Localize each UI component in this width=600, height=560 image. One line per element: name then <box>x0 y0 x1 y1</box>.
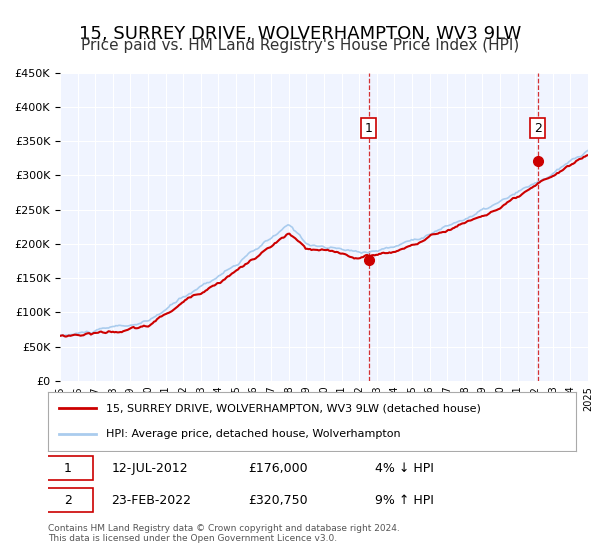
Text: 15, SURREY DRIVE, WOLVERHAMPTON, WV3 9LW: 15, SURREY DRIVE, WOLVERHAMPTON, WV3 9LW <box>79 25 521 43</box>
Text: 1: 1 <box>365 122 373 135</box>
Text: Price paid vs. HM Land Registry's House Price Index (HPI): Price paid vs. HM Land Registry's House … <box>81 38 519 53</box>
Text: 9% ↑ HPI: 9% ↑ HPI <box>376 493 434 507</box>
Text: 4% ↓ HPI: 4% ↓ HPI <box>376 461 434 475</box>
Text: 15, SURREY DRIVE, WOLVERHAMPTON, WV3 9LW (detached house): 15, SURREY DRIVE, WOLVERHAMPTON, WV3 9LW… <box>106 403 481 413</box>
Text: £176,000: £176,000 <box>248 461 308 475</box>
Text: 2: 2 <box>64 493 72 507</box>
Text: HPI: Average price, detached house, Wolverhampton: HPI: Average price, detached house, Wolv… <box>106 430 401 440</box>
Text: £320,750: £320,750 <box>248 493 308 507</box>
FancyBboxPatch shape <box>43 456 93 480</box>
Text: 2: 2 <box>534 122 542 135</box>
Text: 12-JUL-2012: 12-JUL-2012 <box>112 461 188 475</box>
FancyBboxPatch shape <box>43 488 93 512</box>
Text: 1: 1 <box>64 461 72 475</box>
Text: Contains HM Land Registry data © Crown copyright and database right 2024.
This d: Contains HM Land Registry data © Crown c… <box>48 524 400 543</box>
Text: 23-FEB-2022: 23-FEB-2022 <box>112 493 191 507</box>
